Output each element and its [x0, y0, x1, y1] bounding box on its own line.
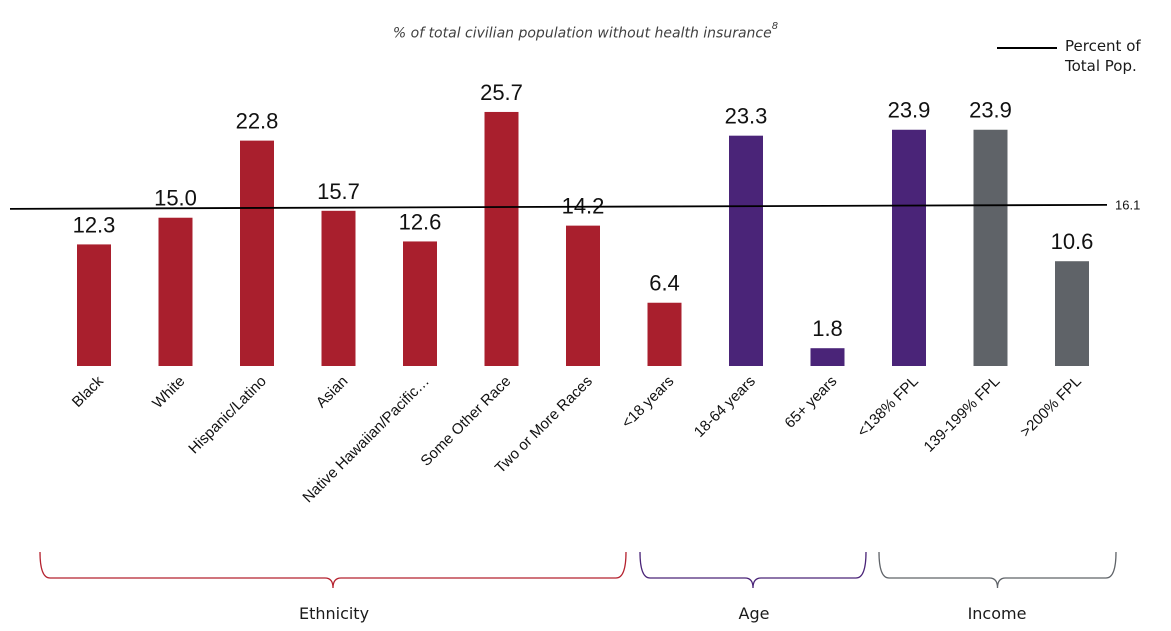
- value-label-1: 15.0: [154, 186, 197, 211]
- bar-3: [321, 210, 356, 366]
- bar-8: [729, 135, 763, 366]
- value-labels-group: 12.315.022.815.712.625.714.26.423.31.823…: [73, 80, 1094, 341]
- bar-11: [973, 129, 1008, 366]
- legend-label: Percent of Total Pop.: [1065, 36, 1165, 76]
- value-label-0: 12.3: [73, 212, 116, 237]
- group-label-age: Age: [738, 604, 770, 623]
- value-label-5: 25.7: [480, 80, 523, 105]
- bracket-age: [639, 551, 867, 589]
- reference-line-group: 16.1: [9, 197, 1140, 212]
- value-label-3: 15.7: [317, 179, 360, 204]
- legend-label-line1: Percent of: [1065, 37, 1141, 55]
- x-tick-label-9: 65+ years: [781, 373, 840, 432]
- x-tick-label-11: 139-199% FPL: [921, 373, 1004, 456]
- bars-group: [77, 111, 1089, 366]
- x-tick-label-8: 18-64 years: [691, 373, 759, 441]
- group-label-income: Income: [967, 604, 1027, 623]
- bar-4: [403, 241, 437, 366]
- x-tick-label-2: Hispanic/Latino: [185, 373, 270, 458]
- chart-legend: Percent of Total Pop.: [995, 36, 1165, 96]
- x-tick-label-1: White: [149, 373, 188, 412]
- x-tick-label-3: Asian: [313, 373, 352, 412]
- legend-label-line2: Total Pop.: [1065, 57, 1137, 75]
- value-label-4: 12.6: [399, 209, 442, 234]
- value-label-7: 6.4: [649, 271, 680, 296]
- bar-1: [158, 217, 193, 366]
- reference-value-label: 16.1: [1115, 197, 1140, 212]
- bar-9: [810, 348, 845, 366]
- legend-line-swatch: [997, 47, 1057, 49]
- value-label-11: 23.9: [969, 98, 1012, 123]
- bar-12: [1055, 261, 1089, 366]
- value-label-10: 23.9: [888, 98, 931, 123]
- bar-10: [892, 129, 926, 366]
- reference-line: [9, 203, 1108, 210]
- x-tick-label-7: <18 years: [618, 373, 677, 432]
- x-tick-label-5: Some Other Race: [417, 373, 514, 470]
- bar-5: [484, 111, 519, 366]
- bracket-ethnicity: [39, 551, 627, 589]
- value-label-8: 23.3: [725, 104, 768, 129]
- bar-2: [240, 140, 274, 366]
- group-brackets: [39, 551, 1117, 589]
- chart-subtitle: % of total civilian population without h…: [392, 21, 779, 42]
- x-tick-label-12: >200% FPL: [1017, 373, 1085, 441]
- bracket-income: [878, 551, 1117, 589]
- bar-6: [566, 225, 600, 366]
- group-label-ethnicity: Ethnicity: [298, 604, 370, 623]
- value-label-2: 22.8: [236, 109, 279, 134]
- bar-0: [77, 244, 111, 366]
- value-label-9: 1.8: [812, 316, 843, 341]
- value-label-12: 10.6: [1051, 229, 1094, 254]
- x-tick-label-0: Black: [69, 372, 107, 410]
- footnote-marker: 8: [771, 21, 779, 32]
- bar-7: [647, 302, 682, 366]
- x-tick-label-10: <138% FPL: [854, 373, 922, 441]
